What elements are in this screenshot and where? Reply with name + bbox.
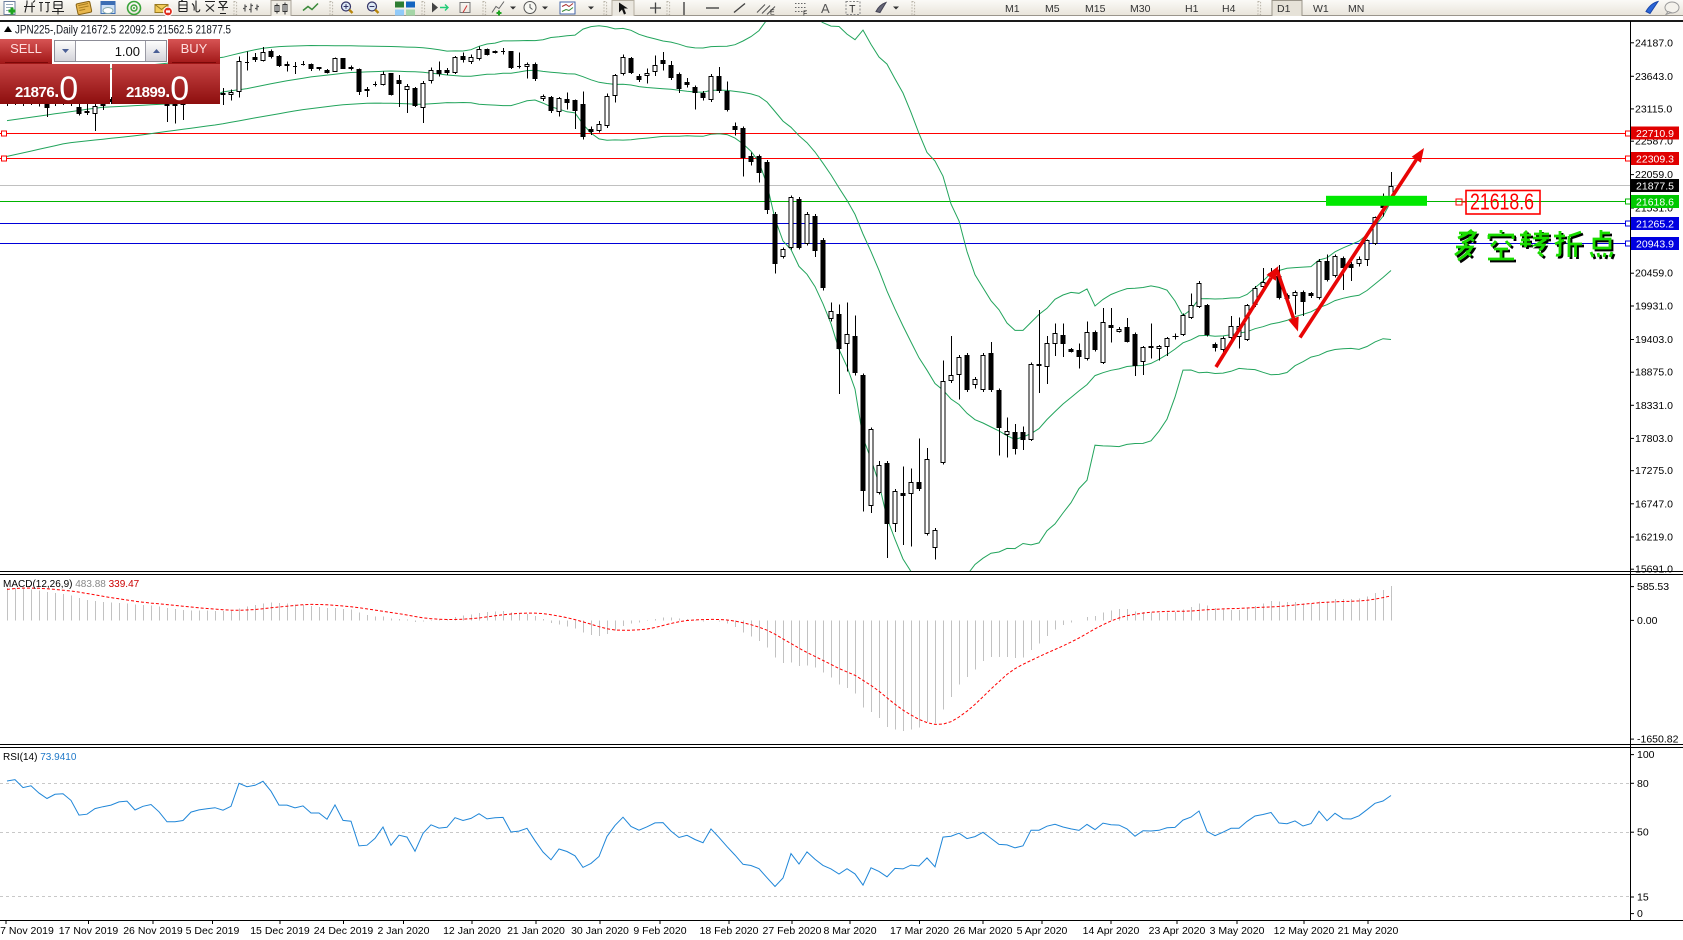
svg-text:20459.0: 20459.0 [1635,268,1673,280]
svg-text:17 Mar 2020: 17 Mar 2020 [890,925,949,937]
svg-text:-1650.82: -1650.82 [1637,734,1679,746]
svg-text:24 Dec 2019: 24 Dec 2019 [314,925,374,937]
svg-text:16219.0: 16219.0 [1635,532,1673,544]
svg-text:M5: M5 [1045,3,1060,15]
svg-text:23643.0: 23643.0 [1635,71,1673,83]
svg-text:D1: D1 [1277,3,1291,15]
svg-text:21618.6: 21618.6 [1470,189,1534,215]
svg-text:19931.0: 19931.0 [1635,301,1673,313]
svg-text:8 Mar 2020: 8 Mar 2020 [823,925,876,937]
svg-text:17275.0: 17275.0 [1635,465,1673,477]
svg-text:JPN225-,Daily 21672.5 22092.5: JPN225-,Daily 21672.5 22092.5 21562.5 21… [15,23,231,37]
svg-text:MN: MN [1348,3,1364,15]
svg-text:20943.9: 20943.9 [1636,238,1674,250]
svg-text:18331.0: 18331.0 [1635,400,1673,412]
svg-text:5 Apr 2020: 5 Apr 2020 [1017,925,1068,937]
svg-text:585.53: 585.53 [1637,581,1669,593]
svg-text:H4: H4 [1222,3,1236,15]
svg-text:2 Jan 2020: 2 Jan 2020 [378,925,430,937]
svg-text:15 Dec 2019: 15 Dec 2019 [250,925,310,937]
svg-text:21 May 2020: 21 May 2020 [1338,925,1399,937]
svg-text:24187.0: 24187.0 [1635,37,1673,49]
svg-text:F: F [803,11,807,17]
svg-text:19403.0: 19403.0 [1635,334,1673,346]
svg-text:17 Nov 2019: 17 Nov 2019 [59,925,119,937]
svg-text:7 Nov 2019: 7 Nov 2019 [0,925,54,937]
svg-text:9 Feb 2020: 9 Feb 2020 [633,925,686,937]
svg-text:23115.0: 23115.0 [1635,103,1672,115]
svg-text:15691.0: 15691.0 [1635,564,1673,576]
svg-text:15: 15 [1637,892,1649,904]
svg-text:12 Jan 2020: 12 Jan 2020 [443,925,501,937]
svg-text:12 May 2020: 12 May 2020 [1274,925,1335,937]
svg-text:0.00: 0.00 [1637,615,1658,627]
svg-text:A: A [821,1,830,16]
svg-text:18 Feb 2020: 18 Feb 2020 [700,925,759,937]
svg-text:30 Jan 2020: 30 Jan 2020 [571,925,629,937]
svg-text:E: E [770,10,775,17]
svg-text:M30: M30 [1130,3,1151,15]
svg-text:22309.3: 22309.3 [1636,153,1674,165]
svg-text:17803.0: 17803.0 [1635,433,1673,445]
svg-text:MACD(12,26,9) 483.88 339.47: MACD(12,26,9) 483.88 339.47 [3,579,140,590]
svg-text:M15: M15 [1085,3,1106,15]
svg-text:26 Mar 2020: 26 Mar 2020 [954,925,1013,937]
svg-text:22059.0: 22059.0 [1635,169,1673,181]
svg-text:16747.0: 16747.0 [1635,498,1673,510]
svg-text:50: 50 [1637,827,1649,839]
svg-text:RSI(14) 73.9410: RSI(14) 73.9410 [3,752,77,763]
svg-text:21265.2: 21265.2 [1636,218,1674,230]
svg-text:14 Apr 2020: 14 Apr 2020 [1083,925,1140,937]
svg-text:26 Nov 2019: 26 Nov 2019 [123,925,183,937]
svg-text:23 Apr 2020: 23 Apr 2020 [1149,925,1206,937]
svg-text:18875.0: 18875.0 [1635,367,1673,379]
svg-text:21 Jan 2020: 21 Jan 2020 [507,925,565,937]
svg-text:M1: M1 [1005,3,1020,15]
svg-text:21618.6: 21618.6 [1636,196,1674,208]
svg-text:0: 0 [1637,908,1643,920]
svg-text:H1: H1 [1185,3,1199,15]
svg-text:T: T [849,5,856,17]
svg-text:W1: W1 [1313,3,1329,15]
svg-text:100: 100 [1637,749,1655,761]
svg-text:80: 80 [1637,778,1649,790]
svg-text:3 May 2020: 3 May 2020 [1210,925,1265,937]
svg-text:27 Feb 2020: 27 Feb 2020 [763,925,822,937]
svg-text:22710.9: 22710.9 [1636,128,1674,140]
svg-text:21877.5: 21877.5 [1636,180,1674,192]
svg-text:5 Dec 2019: 5 Dec 2019 [186,925,240,937]
